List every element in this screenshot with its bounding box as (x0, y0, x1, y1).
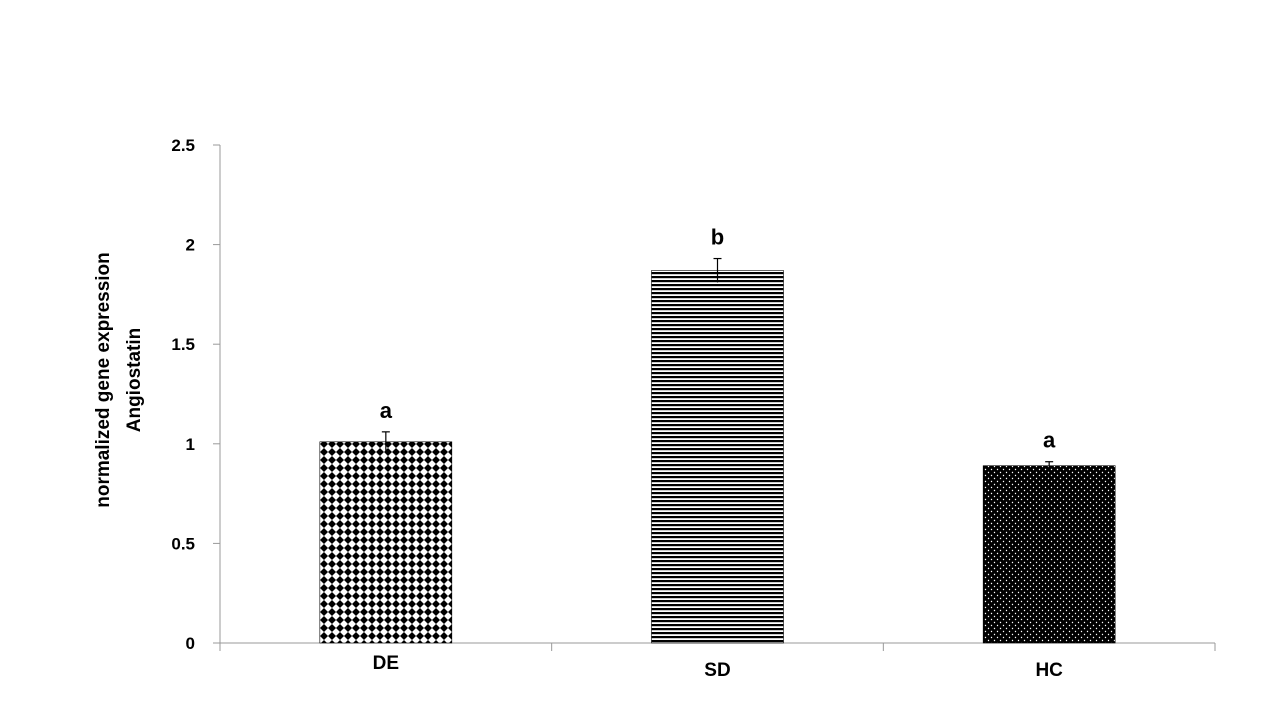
bar-de (319, 441, 453, 644)
error-bars (381, 257, 1054, 470)
category-label-de: DE (373, 653, 399, 674)
y-tick-label: 0 (186, 634, 195, 653)
significance-label-de: a (380, 398, 393, 423)
y-tick-label: 2.5 (171, 136, 195, 155)
category-labels: DE SD HC (373, 653, 1064, 681)
y-axis-label: normalized gene expression Angiostatin (93, 252, 145, 508)
y-axis-label-line-1: normalized gene expression (93, 252, 114, 508)
y-tick-label: 1 (186, 435, 195, 454)
significance-labels: a b a (380, 225, 1056, 453)
bar-hc (982, 465, 1116, 644)
category-label-hc: HC (1035, 660, 1063, 681)
y-axis-label-line-2: Angiostatin (124, 328, 145, 433)
bar-sd (651, 270, 784, 644)
y-tick-label: 2 (186, 236, 195, 255)
significance-label-sd: b (711, 225, 724, 250)
category-label-sd: SD (704, 660, 730, 681)
y-tick-label: 1.5 (171, 335, 195, 354)
y-tick-label: 0.5 (171, 534, 195, 553)
x-axis (219, 642, 1216, 651)
significance-label-hc: a (1043, 428, 1056, 453)
y-axis: 0 0.5 1 1.5 2 2.5 (171, 136, 221, 653)
bars (319, 270, 1116, 644)
